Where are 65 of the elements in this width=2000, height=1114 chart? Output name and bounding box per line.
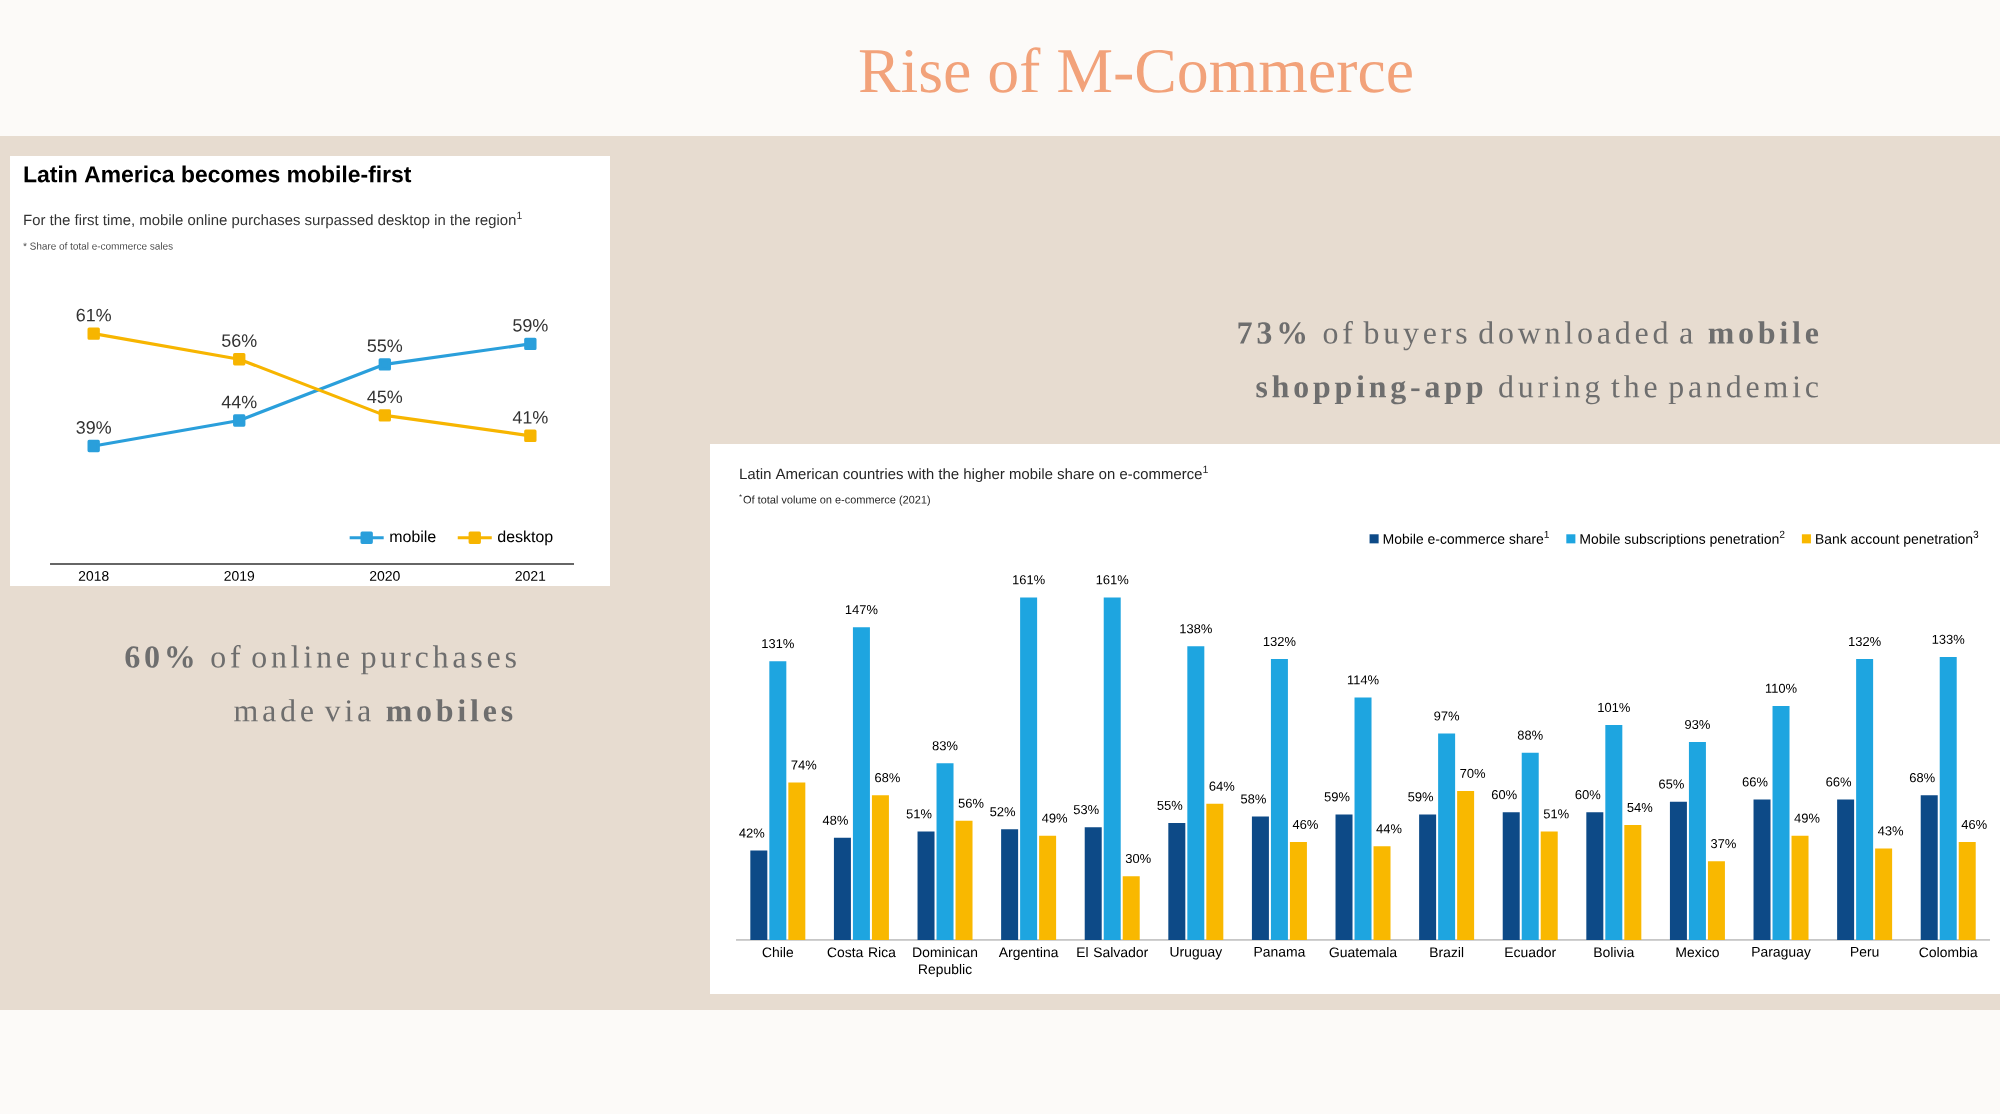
point: [378, 409, 391, 422]
bar: [750, 850, 768, 940]
chart-title: Latin America becomes mobile-first: [24, 165, 412, 183]
bar: [1289, 842, 1307, 940]
bar: [1586, 812, 1604, 940]
bar: [1920, 795, 1938, 940]
bar: [1457, 791, 1475, 940]
bar: [1753, 799, 1771, 940]
bar: [833, 837, 851, 940]
bar: [1605, 725, 1623, 940]
bar: [1958, 842, 1976, 940]
bar: [1438, 733, 1456, 940]
point: [87, 439, 100, 453]
data-label: 59%: [513, 318, 548, 332]
bar: [1837, 799, 1855, 940]
bar: [1354, 697, 1372, 940]
bar: [1001, 829, 1019, 940]
bar: [871, 795, 889, 940]
bar: [1039, 835, 1057, 940]
bar: [936, 763, 954, 940]
bar: [1688, 742, 1706, 940]
data-label: 44%: [221, 395, 257, 409]
bar: [1875, 848, 1893, 940]
bar: [1103, 597, 1121, 940]
bar: [852, 627, 870, 940]
bar: [1373, 846, 1391, 940]
bar: [1187, 646, 1205, 940]
bar: [1270, 659, 1288, 940]
bar: [788, 782, 806, 940]
bar: [1707, 861, 1725, 940]
bar: [1624, 825, 1642, 940]
bar: [1669, 801, 1687, 940]
bar: [1419, 814, 1437, 940]
bar: [1335, 814, 1353, 940]
data-label: 55%: [367, 339, 403, 353]
text: Rise of M-Commerce: [859, 47, 1412, 93]
bar: [955, 820, 973, 940]
bar: [1020, 597, 1038, 940]
bar: [769, 661, 787, 940]
bar: [1251, 816, 1269, 940]
bar: [1168, 822, 1186, 940]
bar: [1772, 705, 1790, 940]
point: [233, 353, 246, 366]
point: [233, 414, 246, 427]
bar: [1502, 812, 1520, 940]
point: [524, 429, 537, 442]
data-label: 41%: [512, 411, 548, 424]
text: 73% of buyers downloaded a mobile shopping-app during the pandemic: [1238, 321, 1819, 405]
bar: [1939, 656, 1957, 940]
data-label: 39%: [76, 421, 111, 434]
point: [524, 337, 537, 351]
bar: [1521, 752, 1539, 940]
text: 60% of online purchases made via mobiles: [125, 645, 516, 722]
bar: [1206, 803, 1224, 940]
point: [378, 358, 391, 371]
bar: [1540, 831, 1558, 940]
bar: [1856, 659, 1874, 940]
bar: [1084, 827, 1102, 940]
data-label: 45%: [367, 390, 403, 404]
bar: [1122, 876, 1140, 940]
point: [87, 327, 100, 340]
bar: [1791, 835, 1809, 940]
data-label: 56%: [222, 334, 257, 347]
bar: [917, 831, 935, 940]
data-label: 61%: [76, 308, 111, 322]
